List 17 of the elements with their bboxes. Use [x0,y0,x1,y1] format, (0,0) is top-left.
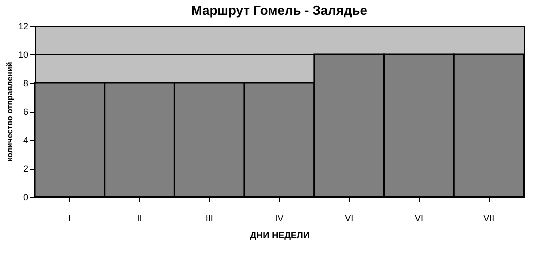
x-tick-label: III [206,214,214,224]
y-tick-label: 12 [18,22,28,32]
y-tick-label: 10 [18,50,28,60]
x-tick-label: VI [414,214,424,224]
y-tick-label: 0 [23,192,28,202]
x-tick-label: II [137,214,142,224]
chart-title: Маршрут Гомель - Залядье [192,3,368,18]
x-tick-label: I [68,214,72,224]
x-axis-title: ДНИ НЕДЕЛИ [250,230,310,240]
y-tick-label: 6 [23,107,28,117]
x-tick-label: IV [275,214,284,224]
y-tick-label: 2 [23,164,28,174]
y-axis-title: количество отправлений [5,62,14,162]
y-tick-label: 4 [23,136,28,146]
x-tick-label: VII [484,214,495,224]
y-tick-label: 8 [23,78,28,88]
x-tick-label: VI [345,214,354,224]
